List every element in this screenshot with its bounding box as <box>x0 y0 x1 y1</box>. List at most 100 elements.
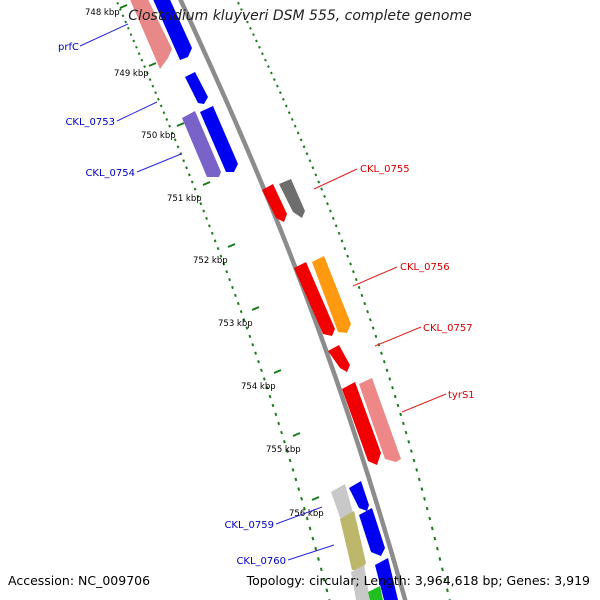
outer-tick-track-dot <box>329 209 332 213</box>
inner-tick-track-dot <box>283 440 286 444</box>
inner-tick-track-dot <box>151 84 155 88</box>
outer-tick-track-dot <box>396 403 400 408</box>
outer-tick-track-dot <box>393 394 397 399</box>
outer-tick-track-dot <box>323 194 326 198</box>
tick-tracks <box>116 1 451 600</box>
gene-label-CKL_0760[interactable]: CKL_0760 <box>236 556 286 567</box>
inner-tick-track-dot <box>213 239 217 243</box>
gene-prfC[interactable] <box>148 0 192 60</box>
inner-tick-track-dot <box>116 1 119 5</box>
topology-text: Topology: circular; Length: 3,964,618 bp… <box>246 573 590 588</box>
gene-tyrS1-pink[interactable] <box>359 378 401 462</box>
label-leader-lines <box>79 23 447 561</box>
gene-label-CKL_0754[interactable]: CKL_0754 <box>85 168 135 179</box>
leader-CKL_0753 <box>116 101 158 122</box>
inner-tick-track-dot <box>137 52 141 56</box>
outer-tick-track-dot <box>299 138 303 142</box>
gene-small-blue[interactable] <box>185 72 208 104</box>
gene-CKL_0753[interactable] <box>200 106 238 172</box>
inner-tick-track-dot <box>143 65 146 68</box>
outer-tick-track-dot <box>391 386 394 390</box>
genome-backbone <box>178 0 408 600</box>
inner-tick-track-dot <box>319 567 323 572</box>
inner-tick-track-dot <box>222 262 226 266</box>
inner-tick-track-dot <box>294 477 298 482</box>
leader-CKL_0759 <box>275 506 323 525</box>
gene-bottom-blue[interactable] <box>375 558 398 600</box>
inner-tick-track-dot <box>168 124 171 128</box>
gene-CKL_0759-blue[interactable] <box>349 481 369 511</box>
leader-CKL_0754 <box>136 153 182 173</box>
outer-tick-track-dot <box>273 78 276 82</box>
gene-label-CKL_0756[interactable]: CKL_0756 <box>400 262 450 273</box>
inner-tick-track-dot <box>190 180 194 184</box>
outer-tick-track-dot <box>255 39 258 43</box>
outer-tick-track-dot <box>278 91 282 95</box>
inner-tick-track-dot <box>297 487 301 491</box>
outer-tick-track-dot <box>243 14 246 18</box>
inner-tick-track-dot <box>262 377 266 381</box>
inner-tick-track-dot <box>157 97 160 101</box>
outer-tick-track-dot <box>293 124 297 128</box>
outer-tick-track-dot <box>252 33 255 37</box>
gene-CKL_0760-blue[interactable] <box>359 508 385 556</box>
tick-label-752: 752 kbp <box>193 256 228 266</box>
inner-tick-track-dot <box>129 33 133 36</box>
gene-prfC-cds[interactable] <box>128 0 172 69</box>
inner-tick-track-dot <box>277 421 281 426</box>
outer-tick-track-dot <box>412 458 416 463</box>
outer-tick-track-dot <box>296 131 300 135</box>
inner-tick-track-dot <box>202 209 206 213</box>
gene-label-tyrS1[interactable]: tyrS1 <box>448 390 475 401</box>
gene-CKL_0760-olive[interactable] <box>340 511 366 570</box>
gene-tyrS1-red[interactable] <box>342 382 381 465</box>
inner-tick-track-dot <box>265 386 269 390</box>
inner-tick-track-dot <box>208 224 211 228</box>
gene-CKL_0754[interactable] <box>182 111 221 177</box>
outer-tick-track-dot <box>311 166 315 170</box>
outer-tick-track-dot <box>305 152 309 156</box>
gene-CKL_0755-grey[interactable] <box>279 179 305 218</box>
outer-tick-track-dot <box>374 334 378 338</box>
inner-tick-track-dot <box>228 278 232 282</box>
outer-tick-track-dot <box>314 173 318 177</box>
gene-CKL_0755-red[interactable] <box>262 184 287 222</box>
inner-tick-track-dot <box>254 351 258 355</box>
outer-tick-track-dot <box>407 440 411 444</box>
outer-tick-track-dot <box>334 224 338 228</box>
inner-tick-track-dot <box>171 131 174 135</box>
inner-tick-track-dot <box>308 526 312 531</box>
gene-label-prfC[interactable]: prfC <box>58 42 79 53</box>
outer-tick-track-dot <box>366 310 369 314</box>
inner-tick-track-dot <box>135 45 138 49</box>
outer-tick-track-dot <box>270 71 273 75</box>
outer-tick-track-dot <box>388 377 392 381</box>
tick-label-754: 754 kbp <box>241 382 276 392</box>
inner-tick-track-dot <box>132 39 136 43</box>
outer-tick-track-dot <box>428 516 432 521</box>
outer-tick-track-dot <box>357 285 361 290</box>
leader-CKL_0756 <box>352 266 398 287</box>
gene-bottom-grey[interactable] <box>351 565 370 600</box>
tick-label-756: 756 kbp <box>289 509 324 519</box>
inner-tick-track-dot <box>314 546 318 551</box>
gene-label-CKL_0753[interactable]: CKL_0753 <box>65 117 115 128</box>
gene-CKL_0757[interactable] <box>328 345 350 372</box>
gene-bottom-green[interactable] <box>368 586 383 600</box>
outer-tick-track-dot <box>430 526 434 531</box>
inner-tick-track-dot <box>271 403 275 408</box>
gene-label-CKL_0755[interactable]: CKL_0755 <box>360 164 410 175</box>
gene-CKL_0756-orange[interactable] <box>312 256 351 333</box>
outer-tick-track-dot <box>443 577 447 582</box>
outer-tick-track-dot <box>281 97 285 101</box>
gene-label-CKL_0759[interactable]: CKL_0759 <box>224 520 274 531</box>
inner-tick-track-dot <box>159 104 163 108</box>
outer-tick-track-dot <box>360 293 364 298</box>
outer-tick-track-dot <box>258 45 261 49</box>
outer-tick-track-dot <box>446 588 449 593</box>
gene-CKL_0756-red[interactable] <box>294 262 335 336</box>
outer-tick-track-dot <box>354 278 358 282</box>
inner-tick-track-dot <box>225 270 229 274</box>
gene-label-CKL_0757[interactable]: CKL_0757 <box>423 323 473 334</box>
